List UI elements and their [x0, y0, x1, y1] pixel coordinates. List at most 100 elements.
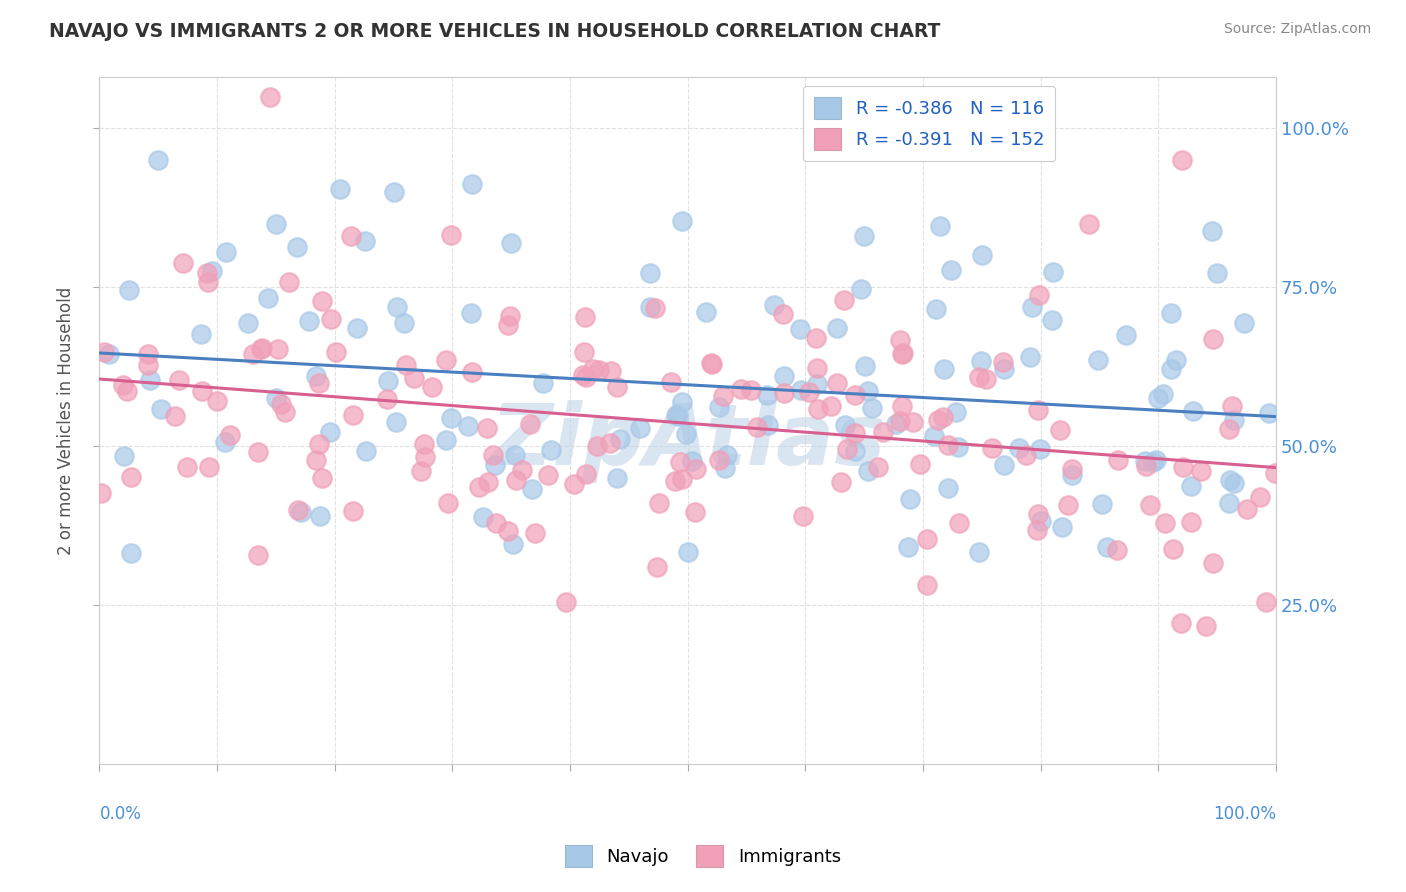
Point	[695, 305, 717, 319]
Point	[772, 369, 794, 384]
Point	[434, 353, 457, 368]
Point	[700, 357, 723, 371]
Point	[117, 283, 139, 297]
Point	[519, 417, 541, 431]
Point	[969, 353, 991, 368]
Point	[402, 370, 425, 384]
Point	[572, 344, 595, 359]
Point	[1026, 403, 1049, 417]
Point	[648, 496, 671, 510]
Point	[858, 384, 880, 398]
Point	[606, 380, 628, 394]
Point	[190, 327, 212, 342]
Point	[197, 275, 219, 289]
Point	[970, 248, 993, 262]
Point	[510, 463, 533, 477]
Text: ZipAtlas: ZipAtlas	[489, 400, 886, 483]
Point	[342, 504, 364, 518]
Point	[1026, 523, 1049, 537]
Point	[638, 300, 661, 314]
Legend: Navajo, Immigrants: Navajo, Immigrants	[558, 838, 848, 874]
Point	[745, 420, 768, 434]
Point	[967, 370, 990, 384]
Point	[346, 321, 368, 335]
Point	[1115, 328, 1137, 343]
Point	[1028, 288, 1050, 302]
Point	[900, 491, 922, 506]
Point	[1218, 422, 1240, 436]
Point	[460, 365, 482, 379]
Point	[1264, 466, 1286, 480]
Point	[264, 391, 287, 405]
Point	[756, 388, 779, 402]
Point	[1170, 615, 1192, 630]
Point	[167, 373, 190, 387]
Point	[1153, 516, 1175, 531]
Point	[927, 413, 949, 427]
Point	[1195, 619, 1218, 633]
Point	[1147, 391, 1170, 405]
Point	[340, 229, 363, 244]
Point	[1161, 541, 1184, 556]
Point	[860, 401, 883, 416]
Point	[136, 347, 159, 361]
Point	[830, 475, 852, 489]
Point	[716, 448, 738, 462]
Point	[1152, 387, 1174, 401]
Point	[555, 595, 578, 609]
Point	[993, 362, 1015, 376]
Point	[191, 384, 214, 399]
Point	[1223, 413, 1246, 427]
Point	[112, 450, 135, 464]
Point	[148, 153, 170, 167]
Point	[946, 440, 969, 454]
Point	[236, 316, 259, 330]
Point	[215, 244, 238, 259]
Point	[1060, 468, 1083, 483]
Point	[575, 370, 598, 384]
Point	[484, 458, 506, 472]
Point	[884, 417, 907, 431]
Point	[730, 382, 752, 396]
Point	[1258, 406, 1281, 420]
Point	[932, 362, 955, 376]
Point	[1060, 461, 1083, 475]
Point	[980, 442, 1002, 456]
Point	[685, 462, 707, 476]
Point	[1144, 453, 1167, 467]
Point	[1180, 515, 1202, 529]
Point	[671, 395, 693, 409]
Point	[1201, 224, 1223, 238]
Point	[505, 448, 527, 462]
Point	[562, 477, 585, 491]
Point	[259, 89, 281, 103]
Point	[496, 524, 519, 538]
Point	[1202, 332, 1225, 346]
Point	[664, 474, 686, 488]
Point	[908, 457, 931, 471]
Point	[270, 397, 292, 411]
Point	[298, 314, 321, 328]
Point	[457, 419, 479, 434]
Point	[915, 577, 938, 591]
Point	[311, 294, 333, 309]
Point	[891, 346, 914, 360]
Point	[1206, 266, 1229, 280]
Point	[475, 420, 498, 434]
Point	[707, 400, 730, 414]
Point	[537, 468, 560, 483]
Point	[853, 359, 876, 373]
Point	[98, 347, 121, 361]
Point	[820, 400, 842, 414]
Point	[806, 377, 828, 392]
Point	[931, 409, 953, 424]
Point	[1160, 306, 1182, 320]
Point	[1087, 353, 1109, 368]
Text: NAVAJO VS IMMIGRANTS 2 OR MORE VEHICLES IN HOUSEHOLD CORRELATION CHART: NAVAJO VS IMMIGRANTS 2 OR MORE VEHICLES …	[49, 22, 941, 41]
Point	[311, 471, 333, 485]
Point	[1220, 400, 1243, 414]
Point	[967, 545, 990, 559]
Point	[420, 380, 443, 394]
Point	[1052, 520, 1074, 534]
Point	[218, 427, 240, 442]
